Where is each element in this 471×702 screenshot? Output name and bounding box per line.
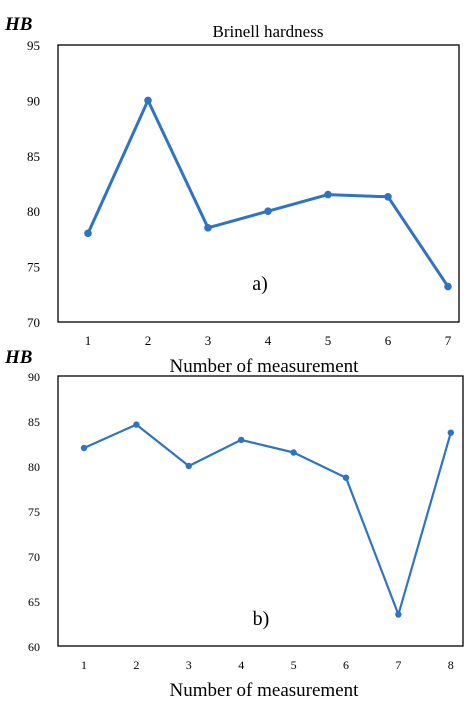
chart-b-data-point	[447, 429, 454, 436]
chart-a-data-point	[444, 282, 452, 291]
chart-a-x-tick-label: 4	[265, 333, 272, 348]
chart-a: HB Brinell hardness a) Number of measure…	[4, 14, 460, 377]
chart-a-y-ticks: 70 75 80 85 90 95	[27, 38, 40, 330]
chart-b-y-tick-label: 85	[28, 415, 40, 429]
chart-a-x-tick-label: 5	[325, 333, 332, 348]
chart-b-data-point	[185, 462, 192, 470]
chart-a-data-point	[144, 96, 152, 105]
chart-b-y-ticks: 60 65 70 75 80 85 90	[28, 370, 40, 654]
chart-b-x-tick-label: 2	[133, 658, 139, 672]
chart-a-y-tick-label: 75	[27, 260, 40, 275]
chart-b-series	[80, 421, 454, 618]
chart-b: HB b) Number of measurement 606570758085…	[4, 347, 464, 701]
chart-a-x-tick-label: 3	[205, 333, 212, 348]
chart-a-x-tick-label: 7	[445, 333, 452, 348]
chart-a-data-point	[264, 207, 272, 215]
chart-a-x-tick-label: 1	[85, 333, 92, 348]
chart-a-y-tick-label: 90	[27, 93, 40, 108]
chart-b-y-tick-label: 65	[28, 595, 40, 609]
chart-a-y-tick-label: 95	[27, 38, 40, 53]
chart-a-title: Brinell hardness	[213, 22, 324, 41]
chart-b-x-tick-label: 5	[291, 658, 297, 672]
chart-a-ylabel: HB	[4, 14, 32, 35]
chart-a-x-tick-label: 2	[145, 333, 152, 348]
chart-b-ylabel: HB	[4, 347, 32, 368]
chart-b-x-tick-label: 8	[448, 658, 454, 672]
chart-b-panel-label: b)	[253, 608, 270, 630]
chart-a-x-tick-label: 6	[385, 333, 392, 348]
chart-b-y-tick-label: 60	[28, 640, 40, 654]
chart-b-data-point	[238, 436, 245, 444]
chart-a-x-ticks: 1 2 3 4 5 6 7	[85, 333, 452, 348]
chart-a-xlabel: Number of measurement	[170, 356, 360, 377]
chart-b-frame	[57, 375, 464, 647]
chart-a-panel-label: a)	[252, 273, 268, 295]
chart-a-series-line	[86, 98, 450, 289]
chart-b-x-tick-label: 7	[395, 658, 401, 672]
chart-a-data-point	[324, 190, 332, 199]
chart-b-x-tick-label: 3	[186, 658, 192, 672]
chart-a-y-tick-label: 80	[27, 204, 40, 219]
chart-b-data-point	[80, 444, 88, 452]
chart-b-x-tick-label: 4	[238, 658, 244, 672]
chart-a-y-tick-label: 70	[27, 315, 40, 330]
chart-a-data-point	[384, 192, 392, 201]
chart-a-frame	[57, 44, 460, 323]
chart-b-data-point	[395, 611, 402, 618]
chart-b-xlabel: Number of measurement	[170, 680, 360, 701]
chart-b-x-tick-label: 6	[343, 658, 349, 672]
chart-a-data-point	[84, 229, 92, 238]
chart-b-y-tick-label: 80	[28, 460, 40, 474]
chart-b-y-tick-label: 70	[28, 550, 40, 564]
chart-b-y-tick-label: 75	[28, 505, 40, 519]
chart-b-data-point	[342, 474, 350, 481]
chart-b-data-point	[133, 421, 140, 428]
chart-b-data-point	[290, 449, 297, 456]
chart-b-x-tick-label: 1	[81, 658, 87, 672]
chart-b-x-ticks: 1 2 3 4 5 6 7 8	[81, 658, 454, 672]
chart-a-y-tick-label: 85	[27, 149, 40, 164]
chart-b-series-line	[82, 423, 452, 616]
chart-b-y-tick-label: 90	[28, 370, 40, 384]
chart-a-data-point	[204, 224, 212, 232]
chart-a-series	[84, 96, 452, 291]
